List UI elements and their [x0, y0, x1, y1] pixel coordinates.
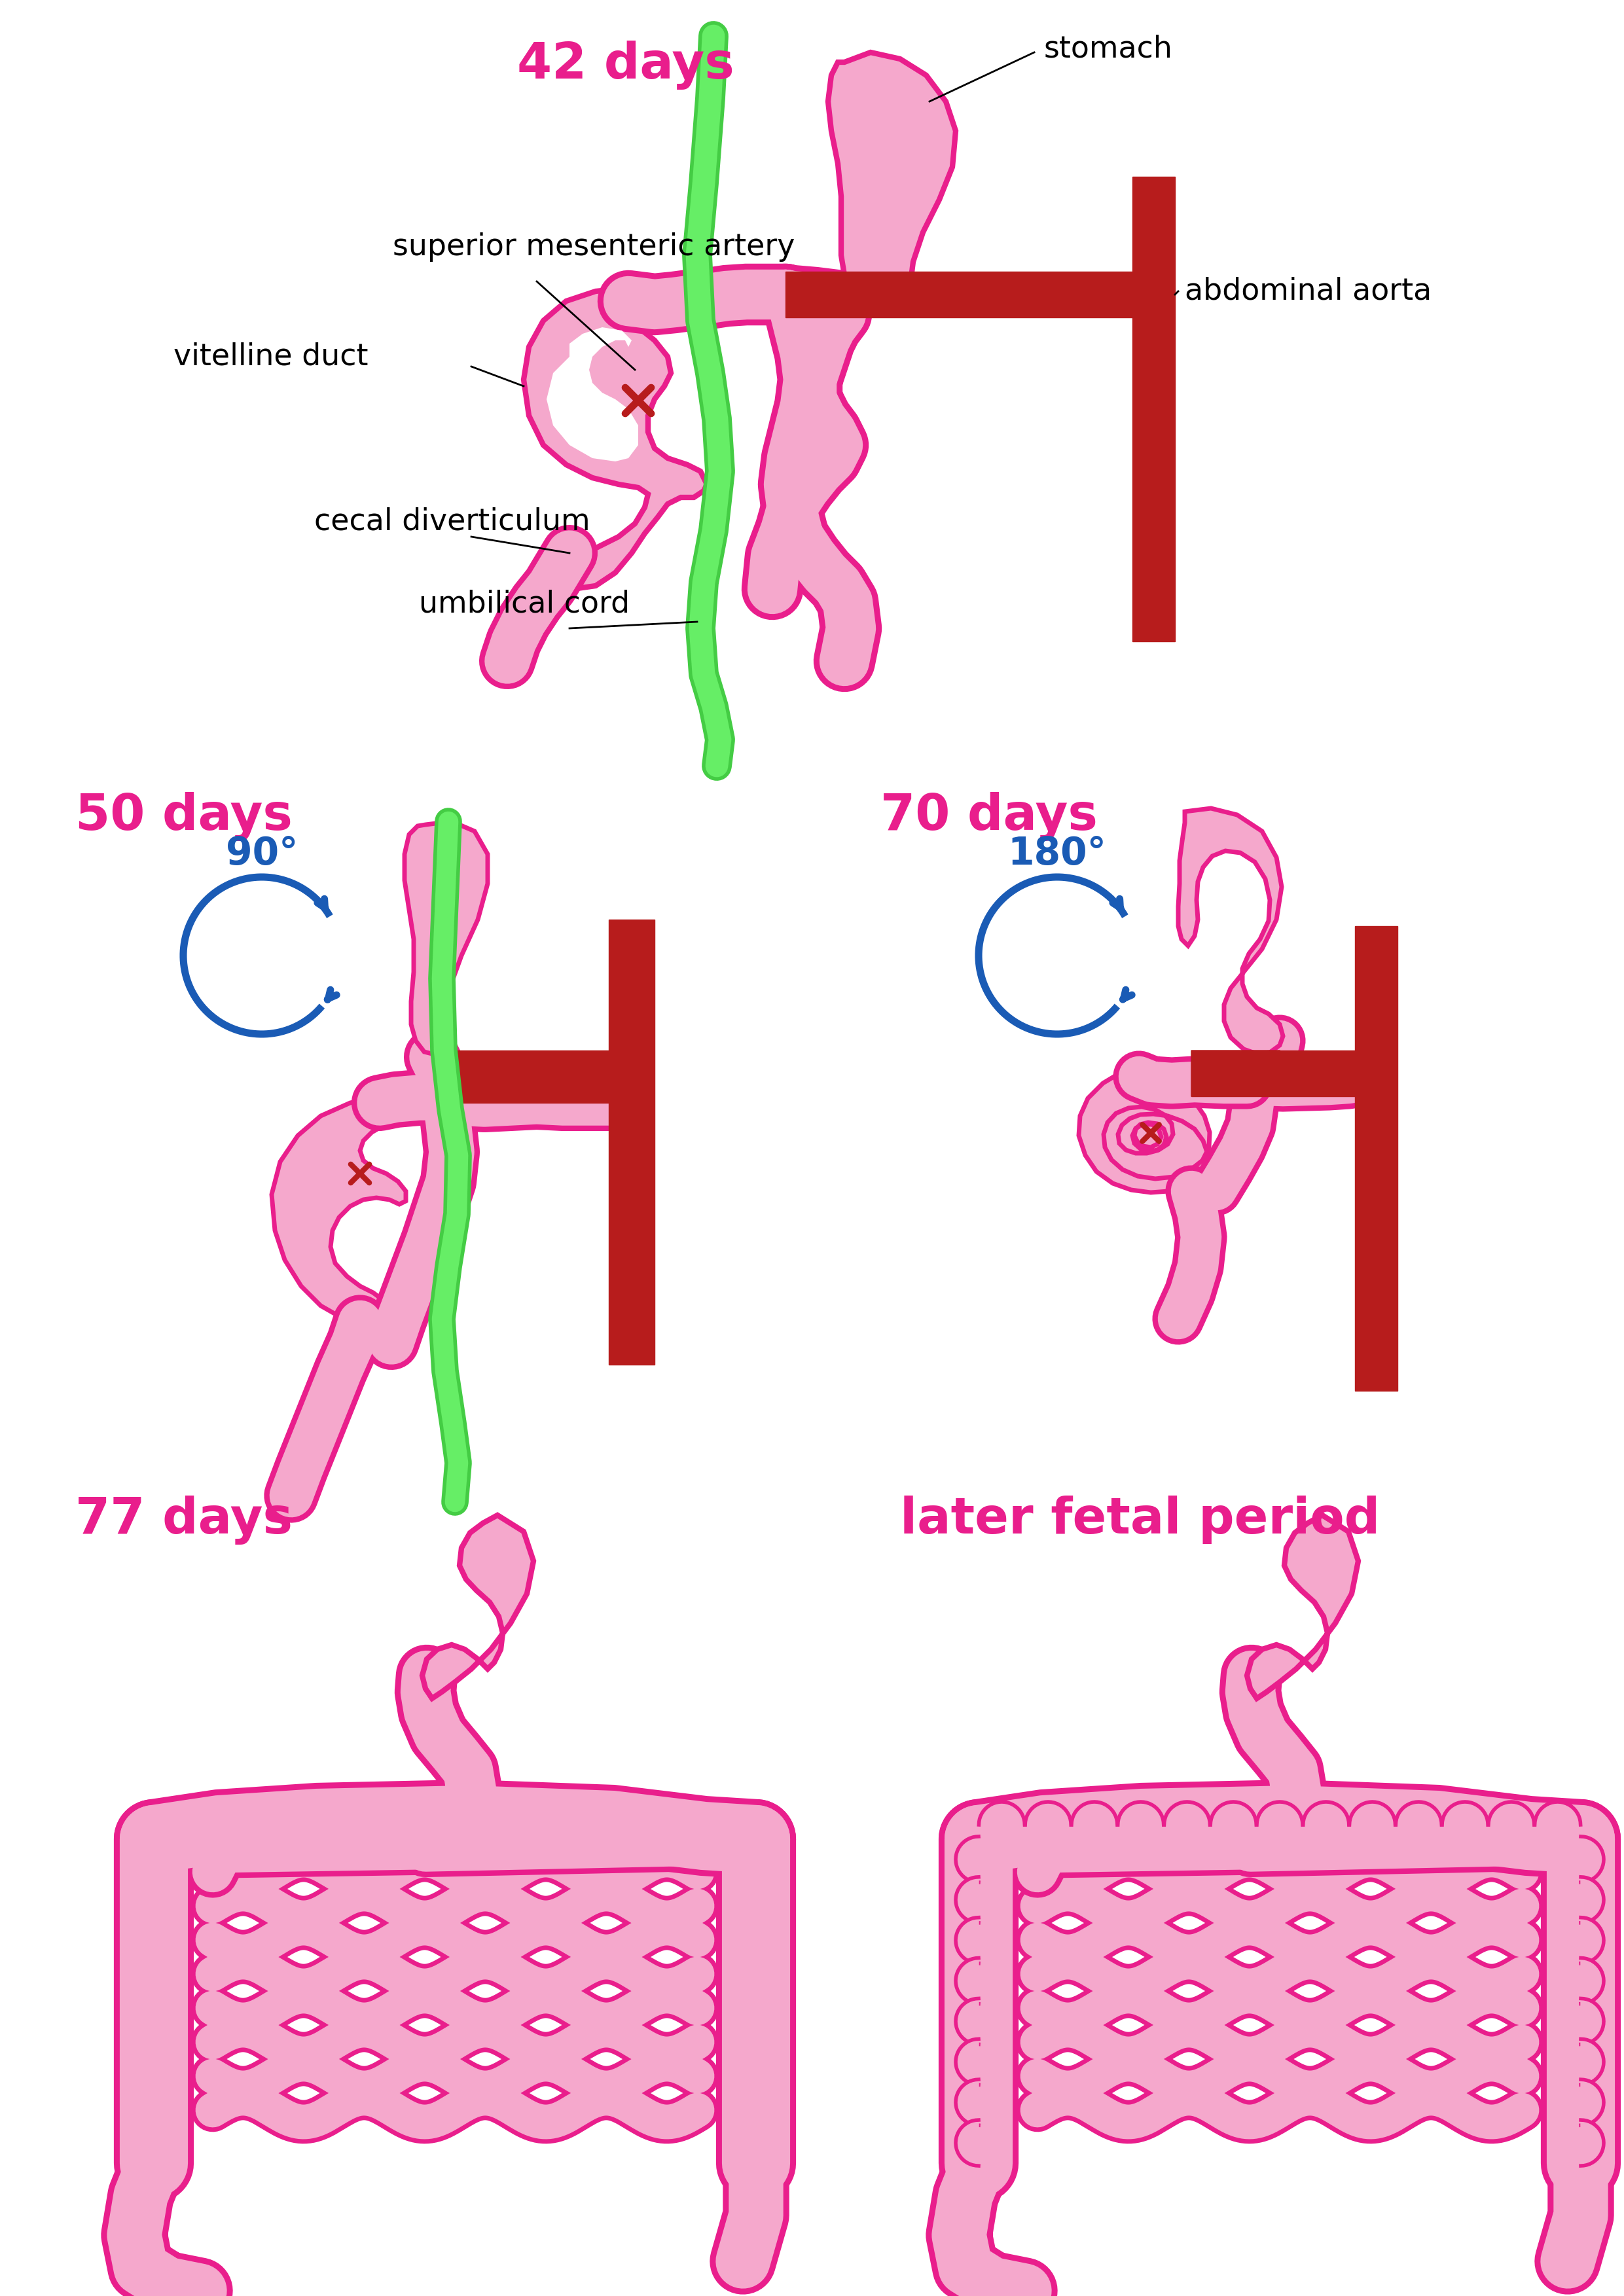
Text: 180°: 180°: [1009, 836, 1106, 872]
Polygon shape: [1580, 2039, 1605, 2085]
Text: 70 days: 70 days: [880, 792, 1098, 840]
Polygon shape: [1580, 2119, 1605, 2165]
Polygon shape: [1192, 1052, 1354, 1095]
Text: 42 days: 42 days: [516, 41, 734, 90]
Polygon shape: [1442, 1802, 1488, 1825]
Polygon shape: [1210, 1802, 1257, 1825]
Polygon shape: [1580, 1917, 1605, 1963]
Polygon shape: [955, 2039, 979, 2085]
Text: vitelline duct: vitelline duct: [174, 342, 369, 372]
Polygon shape: [1580, 2080, 1605, 2126]
Polygon shape: [445, 1052, 609, 1102]
Polygon shape: [1535, 1802, 1580, 1825]
Polygon shape: [1192, 1052, 1354, 1095]
Polygon shape: [955, 1958, 979, 2004]
Polygon shape: [828, 53, 955, 315]
Polygon shape: [1257, 1802, 1302, 1825]
Polygon shape: [955, 1878, 979, 1922]
Text: cecal diverticulum: cecal diverticulum: [313, 507, 590, 537]
Polygon shape: [1117, 1802, 1164, 1825]
Text: 77 days: 77 days: [75, 1495, 292, 1545]
Polygon shape: [786, 271, 1132, 317]
Polygon shape: [609, 921, 654, 1364]
Polygon shape: [1132, 177, 1174, 641]
Polygon shape: [1302, 1802, 1350, 1825]
Text: stomach: stomach: [1044, 34, 1173, 64]
Polygon shape: [1580, 1958, 1605, 2004]
Polygon shape: [1580, 1878, 1605, 1922]
Polygon shape: [955, 1998, 979, 2043]
Polygon shape: [1580, 1998, 1605, 2043]
Polygon shape: [955, 2080, 979, 2126]
Polygon shape: [1025, 1802, 1070, 1825]
Polygon shape: [1164, 1802, 1210, 1825]
Polygon shape: [1247, 1515, 1358, 1699]
Polygon shape: [1179, 808, 1283, 1054]
Polygon shape: [979, 1802, 1025, 1825]
Polygon shape: [1489, 1802, 1535, 1825]
Polygon shape: [955, 2119, 979, 2165]
Text: later fetal period: later fetal period: [900, 1495, 1380, 1543]
Text: abdominal aorta: abdominal aorta: [1186, 276, 1432, 305]
Polygon shape: [1580, 1837, 1605, 1883]
Polygon shape: [955, 1917, 979, 1963]
Polygon shape: [1072, 1802, 1117, 1825]
Text: umbilical cord: umbilical cord: [419, 590, 630, 618]
Text: 90°: 90°: [226, 836, 297, 872]
Polygon shape: [1350, 1802, 1395, 1825]
Polygon shape: [523, 287, 706, 590]
Polygon shape: [547, 328, 638, 461]
Polygon shape: [404, 822, 487, 1054]
Text: superior mesenteric artery: superior mesenteric artery: [393, 232, 794, 262]
Polygon shape: [1395, 1802, 1442, 1825]
Polygon shape: [955, 1837, 979, 1883]
Polygon shape: [422, 1515, 533, 1699]
Polygon shape: [1078, 1070, 1210, 1192]
Text: 50 days: 50 days: [75, 792, 292, 840]
Polygon shape: [1354, 925, 1398, 1391]
Polygon shape: [271, 1095, 406, 1325]
